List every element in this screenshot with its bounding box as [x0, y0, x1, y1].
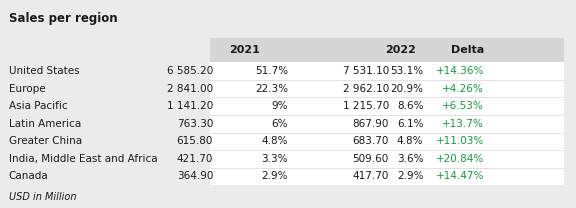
- Text: 2.9%: 2.9%: [262, 171, 288, 181]
- Text: Asia Pacific: Asia Pacific: [9, 101, 67, 111]
- Text: 9%: 9%: [271, 101, 288, 111]
- Text: 421.70: 421.70: [177, 154, 213, 164]
- Text: 417.70: 417.70: [353, 171, 389, 181]
- Text: India, Middle East and Africa: India, Middle East and Africa: [9, 154, 157, 164]
- Text: 763.30: 763.30: [177, 119, 213, 129]
- Text: 22.3%: 22.3%: [255, 84, 288, 94]
- Text: +14.47%: +14.47%: [435, 171, 484, 181]
- Text: 683.70: 683.70: [353, 136, 389, 146]
- Text: 4.8%: 4.8%: [262, 136, 288, 146]
- Text: 8.6%: 8.6%: [397, 101, 423, 111]
- Text: 509.60: 509.60: [353, 154, 389, 164]
- Bar: [210, 115, 564, 132]
- Text: Greater China: Greater China: [9, 136, 82, 146]
- Text: Canada: Canada: [9, 171, 48, 181]
- Bar: [210, 80, 564, 98]
- Text: Sales per region: Sales per region: [9, 12, 118, 25]
- Text: Europe: Europe: [9, 84, 46, 94]
- Text: 51.7%: 51.7%: [255, 66, 288, 76]
- Text: 615.80: 615.80: [177, 136, 213, 146]
- Text: United States: United States: [9, 66, 79, 76]
- Text: 1 141.20: 1 141.20: [167, 101, 213, 111]
- Bar: [210, 62, 564, 80]
- Text: 2022: 2022: [385, 45, 416, 56]
- Text: 2 962.10: 2 962.10: [343, 84, 389, 94]
- Text: 2 841.00: 2 841.00: [167, 84, 213, 94]
- Text: +11.03%: +11.03%: [435, 136, 484, 146]
- Text: Delta: Delta: [450, 45, 484, 56]
- Text: 867.90: 867.90: [353, 119, 389, 129]
- Text: 2021: 2021: [229, 45, 260, 56]
- Text: 3.3%: 3.3%: [262, 154, 288, 164]
- Text: +20.84%: +20.84%: [435, 154, 484, 164]
- Text: +4.26%: +4.26%: [442, 84, 484, 94]
- Text: 7 531.10: 7 531.10: [343, 66, 389, 76]
- Text: 6%: 6%: [271, 119, 288, 129]
- Text: 1 215.70: 1 215.70: [343, 101, 389, 111]
- Text: 3.6%: 3.6%: [397, 154, 423, 164]
- Text: +13.7%: +13.7%: [442, 119, 484, 129]
- Bar: [210, 168, 564, 185]
- Text: 6.1%: 6.1%: [397, 119, 423, 129]
- Bar: [210, 98, 564, 115]
- Bar: [210, 38, 564, 62]
- Text: USD in Million: USD in Million: [9, 192, 76, 202]
- Text: 53.1%: 53.1%: [390, 66, 423, 76]
- Text: 2.9%: 2.9%: [397, 171, 423, 181]
- Bar: [0, 0, 576, 36]
- Bar: [210, 132, 564, 150]
- Text: 364.90: 364.90: [177, 171, 213, 181]
- Text: +14.36%: +14.36%: [435, 66, 484, 76]
- Text: 4.8%: 4.8%: [397, 136, 423, 146]
- Text: Latin America: Latin America: [9, 119, 81, 129]
- Bar: [210, 150, 564, 168]
- Text: 6 585.20: 6 585.20: [167, 66, 213, 76]
- Text: +6.53%: +6.53%: [442, 101, 484, 111]
- Text: 20.9%: 20.9%: [391, 84, 423, 94]
